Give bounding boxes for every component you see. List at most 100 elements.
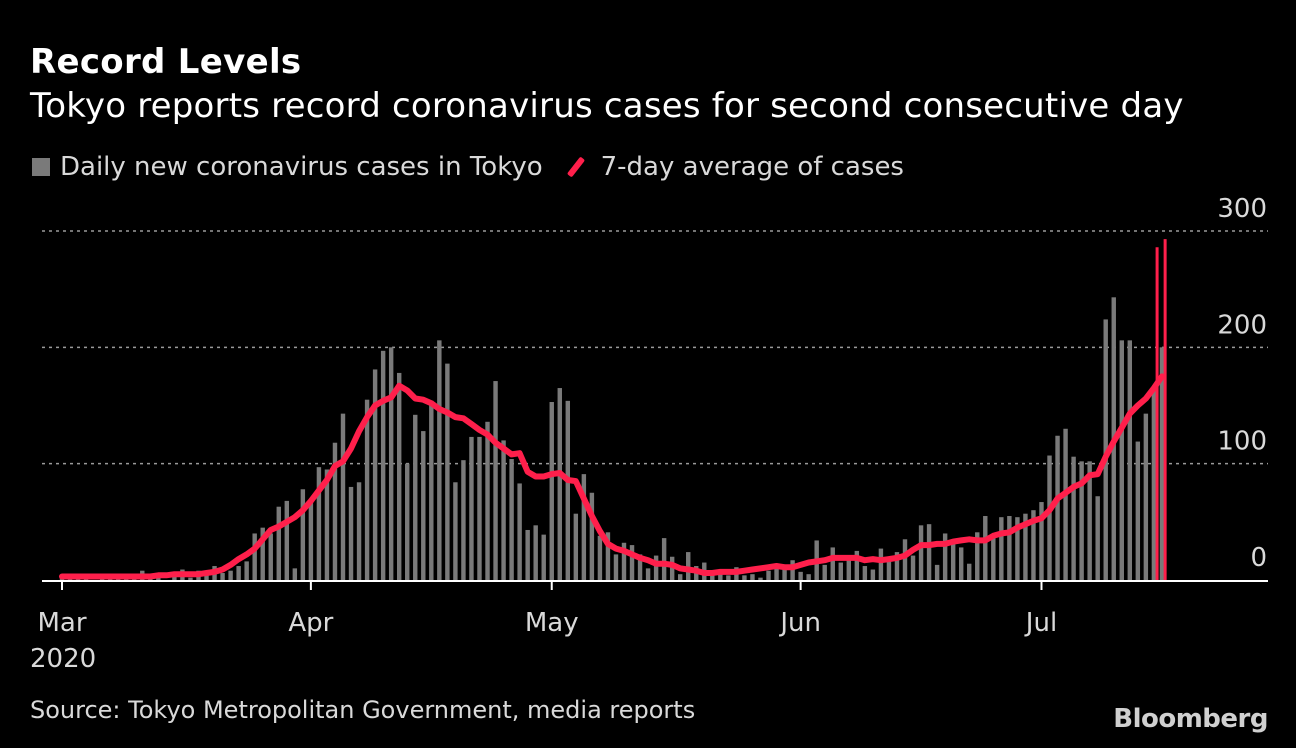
bar — [878, 548, 884, 580]
bar — [589, 492, 595, 580]
bar — [926, 524, 932, 580]
bar — [661, 538, 667, 580]
bar — [1095, 496, 1100, 580]
x-tick-label: Apr — [288, 608, 333, 638]
bar — [621, 542, 627, 580]
bar — [252, 533, 257, 580]
bar — [421, 431, 426, 580]
bar — [405, 463, 410, 580]
bar — [958, 547, 964, 580]
bars-layer — [59, 297, 1165, 580]
bar — [886, 561, 892, 580]
bar — [991, 534, 996, 580]
bar — [750, 574, 755, 580]
y-tick-label: 0 — [1250, 543, 1267, 573]
bar — [637, 554, 643, 580]
bar — [300, 489, 306, 580]
bar — [469, 436, 474, 580]
bar — [1103, 319, 1108, 580]
bar — [244, 561, 249, 580]
bar — [798, 571, 803, 580]
bar — [557, 388, 562, 580]
bar — [1079, 461, 1084, 580]
bar — [677, 574, 683, 580]
x-tick-label: Mar — [37, 608, 86, 638]
bar — [942, 533, 948, 580]
x-year-label: 2020 — [30, 644, 96, 674]
bar — [380, 350, 386, 580]
bar — [782, 569, 787, 580]
x-tick-label: Jun — [778, 608, 821, 638]
bar — [493, 381, 498, 580]
legend-label-bars: Daily new coronavirus cases in Tokyo — [60, 152, 543, 182]
bar — [806, 574, 811, 580]
bar — [188, 577, 193, 580]
legend-label-line: 7-day average of cases — [600, 152, 904, 182]
bar — [774, 563, 779, 580]
bar — [509, 459, 514, 580]
bar — [1047, 455, 1052, 580]
bar — [364, 399, 370, 580]
source-note: Source: Tokyo Metropolitan Government, m… — [30, 696, 696, 724]
bar — [220, 573, 225, 580]
bar — [573, 513, 579, 580]
bar — [429, 400, 434, 580]
bar — [525, 529, 530, 580]
bar — [950, 543, 956, 580]
bar — [1063, 428, 1068, 580]
bar — [846, 556, 852, 580]
bar — [204, 574, 209, 580]
bar — [726, 575, 731, 580]
chart-title: Record Levels — [30, 42, 302, 82]
bar — [501, 440, 506, 580]
bar — [902, 539, 908, 580]
bar — [228, 570, 233, 580]
bar — [1151, 388, 1157, 580]
bar — [1159, 347, 1165, 580]
bar — [910, 555, 916, 580]
bar — [934, 564, 940, 580]
bar — [581, 474, 587, 580]
bar — [854, 550, 860, 580]
bar — [260, 527, 265, 580]
bar — [396, 372, 402, 580]
bar — [1055, 435, 1060, 580]
bar — [718, 570, 723, 580]
bar — [1135, 441, 1141, 580]
legend-item-bars: Daily new coronavirus cases in Tokyo — [32, 152, 543, 182]
bar — [268, 533, 273, 580]
bar — [1087, 461, 1092, 580]
bar — [967, 563, 972, 580]
bar — [292, 568, 298, 580]
bar — [565, 400, 571, 580]
bar — [1119, 340, 1124, 580]
bar — [332, 442, 338, 580]
bar-swatch-icon — [32, 158, 50, 176]
bar — [413, 414, 418, 580]
bar — [276, 506, 281, 580]
bar — [388, 347, 394, 580]
bar — [830, 547, 835, 580]
grid-layer — [42, 230, 1268, 465]
line-layer — [59, 373, 1165, 580]
bar — [356, 482, 362, 580]
bar — [653, 555, 659, 580]
bar — [999, 517, 1004, 580]
legend: Daily new coronavirus cases in Tokyo 7-d… — [32, 152, 926, 182]
bar — [1039, 502, 1044, 580]
legend-item-line: 7-day average of cases — [565, 152, 904, 182]
bar — [348, 486, 354, 580]
y-tick-label: 100 — [1217, 427, 1267, 457]
chart-subtitle: Tokyo reports record coronavirus cases f… — [30, 86, 1184, 126]
bar — [766, 570, 771, 580]
x-tick-label: May — [525, 608, 579, 638]
y-tick-label: 300 — [1217, 194, 1267, 224]
bar — [613, 554, 619, 580]
bar — [1071, 456, 1076, 580]
x-tick-label: Jul — [1024, 608, 1057, 638]
bar — [742, 575, 747, 580]
bar — [485, 421, 490, 580]
bar — [975, 532, 980, 580]
brand-logo: Bloomberg — [1113, 704, 1268, 734]
